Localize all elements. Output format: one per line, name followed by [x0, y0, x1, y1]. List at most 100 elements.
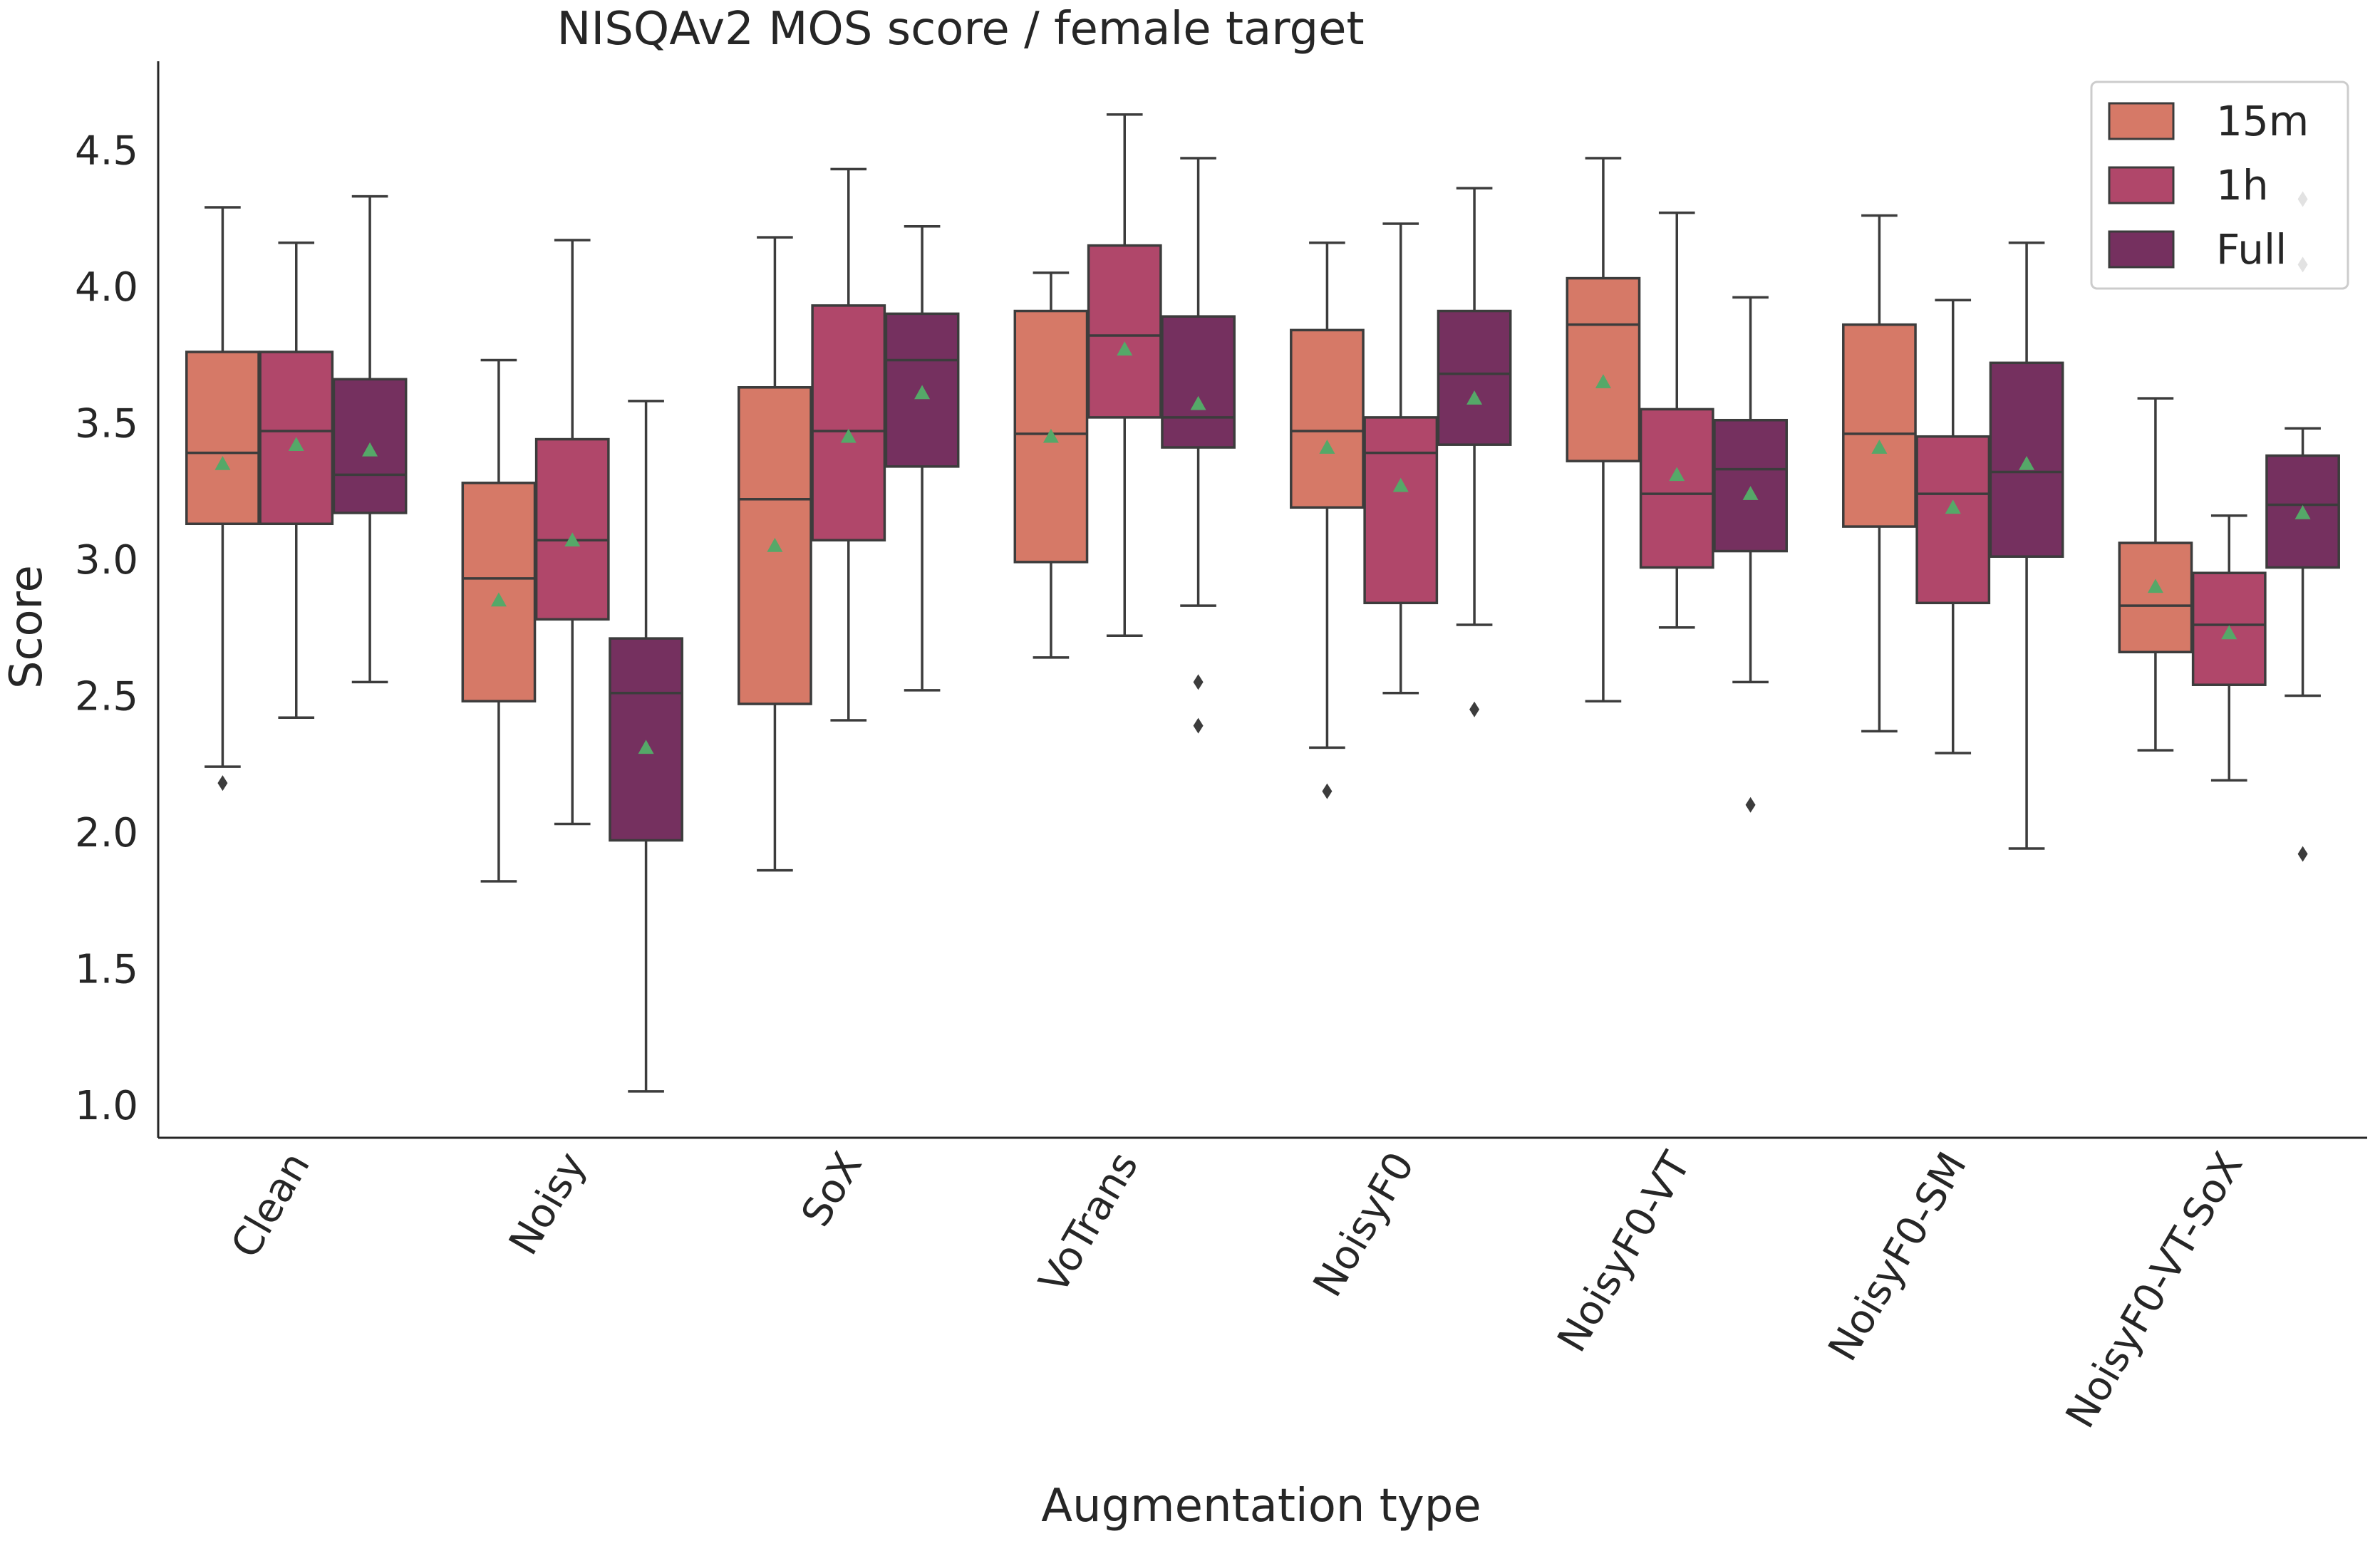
iqr-box [609, 637, 683, 842]
box-15m-NoisyF0 [1290, 242, 1365, 799]
box-Full-NoisyF0 [1437, 187, 1512, 717]
box-1h-Noisy [534, 239, 610, 826]
box-1h-NoisyF0-VT [1639, 211, 1714, 629]
mean-marker [1190, 395, 1206, 410]
x-tick-label: NoisyF0 [1305, 1145, 1424, 1305]
mean-marker [638, 740, 654, 754]
box-Full-Clean [332, 194, 408, 684]
x-axis: Clean Noisy SoX VoTrans NoisyF0 NoisyF0-VT Noi… [158, 1136, 2367, 1436]
box-15m-Clean [185, 206, 260, 792]
mean-marker [767, 537, 783, 552]
iqr-box [259, 351, 334, 526]
box-15m-NoisyF0-VT-SoX [2118, 397, 2193, 752]
mean-marker [564, 532, 581, 547]
y-tick-label: 2.5 [75, 674, 138, 720]
box-Full-SoX [884, 225, 960, 692]
mean-marker [1319, 440, 1335, 454]
box-1h-Clean [259, 242, 334, 719]
y-axis: 1.0 1.5 2.0 2.5 3.0 3.5 4.0 4.5 [75, 61, 160, 1138]
iqr-box [1989, 361, 2064, 558]
iqr-box [1915, 435, 1991, 605]
outlier-point [1193, 717, 1204, 734]
box-Full-VoTrans [1161, 157, 1236, 734]
legend-swatch [2108, 102, 2175, 140]
y-tick-label: 3.5 [75, 401, 138, 447]
legend-swatch [2108, 230, 2175, 269]
box-1h-SoX [811, 167, 886, 722]
x-tick-label: VoTrans [1030, 1145, 1147, 1302]
outlier-point [217, 775, 228, 792]
x-tick-label: NoisyF0-SM [1820, 1145, 1976, 1369]
y-tick-label: 4.0 [75, 264, 138, 311]
outlier-point [1745, 797, 1756, 813]
box-1h-NoisyF0-SM [1915, 299, 1991, 754]
legend-label: Full [2216, 225, 2287, 274]
x-tick-label: Noisy [500, 1145, 595, 1263]
legend-label: 15m [2216, 97, 2309, 145]
iqr-box [1713, 418, 1788, 553]
mean-marker [288, 437, 304, 451]
mean-marker [1742, 486, 1759, 500]
legend-item-Full[interactable]: Full [2108, 225, 2287, 274]
legend-swatch [2108, 166, 2175, 204]
mean-marker [2294, 504, 2311, 519]
box-Full-NoisyF0-SM [1989, 242, 2064, 850]
mean-marker [1466, 390, 1483, 405]
box-Full-NoisyF0-VT-SoX [2265, 191, 2340, 862]
iqr-box [534, 437, 610, 621]
mean-marker [490, 592, 507, 607]
outlier-point [1469, 701, 1480, 717]
iqr-box [185, 351, 260, 526]
mean-marker [1595, 374, 1611, 388]
mean-marker [214, 456, 231, 470]
box-15m-NoisyF0-SM [1842, 214, 1917, 733]
outlier-point [1322, 783, 1333, 799]
iqr-box [884, 312, 960, 468]
mean-marker [1042, 428, 1059, 443]
box-1h-VoTrans [1087, 113, 1162, 638]
iqr-box [1013, 309, 1089, 564]
mean-marker [362, 442, 378, 457]
plot-area [185, 113, 2340, 1093]
mean-marker [2221, 625, 2237, 640]
y-tick-label: 3.0 [75, 537, 138, 583]
iqr-box [1161, 315, 1236, 449]
y-axis-label: Score [0, 565, 52, 689]
box-Full-Noisy [609, 400, 683, 1093]
outlier-point [1193, 674, 1204, 690]
legend-item-15m[interactable]: 15m [2108, 97, 2309, 145]
iqr-box [1842, 323, 1917, 528]
iqr-box [1363, 416, 1439, 605]
x-tick-label: NoisyF0-VT-SoX [2057, 1145, 2252, 1436]
x-axis-label: Augmentation type [1041, 1480, 1481, 1532]
mean-marker [1871, 440, 1888, 454]
iqr-box [1639, 408, 1714, 569]
mean-marker [1669, 467, 1685, 482]
box-1h-NoisyF0 [1363, 222, 1439, 695]
legend[interactable]: 15m 1h Full [2090, 81, 2349, 290]
x-tick-label: Clean [222, 1145, 319, 1266]
iqr-box [461, 482, 537, 702]
mean-marker [2147, 579, 2163, 593]
mean-marker [1117, 341, 1133, 356]
chart-title: NISQAv2 MOS score / female target [557, 3, 1364, 56]
mean-marker [840, 428, 857, 443]
outlier-point [2297, 846, 2308, 862]
iqr-box [1087, 244, 1162, 419]
mean-marker [914, 385, 931, 400]
box-Full-NoisyF0-VT [1713, 296, 1788, 813]
y-tick-label: 1.0 [75, 1083, 138, 1129]
box-15m-Noisy [461, 358, 537, 883]
iqr-box [1437, 309, 1512, 446]
box-15m-SoX [738, 236, 812, 872]
mean-marker [1945, 499, 1961, 514]
mean-marker [1392, 477, 1409, 492]
box-15m-NoisyF0-VT [1566, 157, 1641, 702]
legend-item-1h[interactable]: 1h [2108, 161, 2269, 209]
x-tick-label: SoX [792, 1145, 871, 1235]
box-15m-VoTrans [1013, 271, 1089, 659]
x-tick-label: NoisyF0-VT [1548, 1144, 1699, 1360]
iqr-box [2118, 541, 2193, 654]
iqr-box [1290, 328, 1365, 509]
